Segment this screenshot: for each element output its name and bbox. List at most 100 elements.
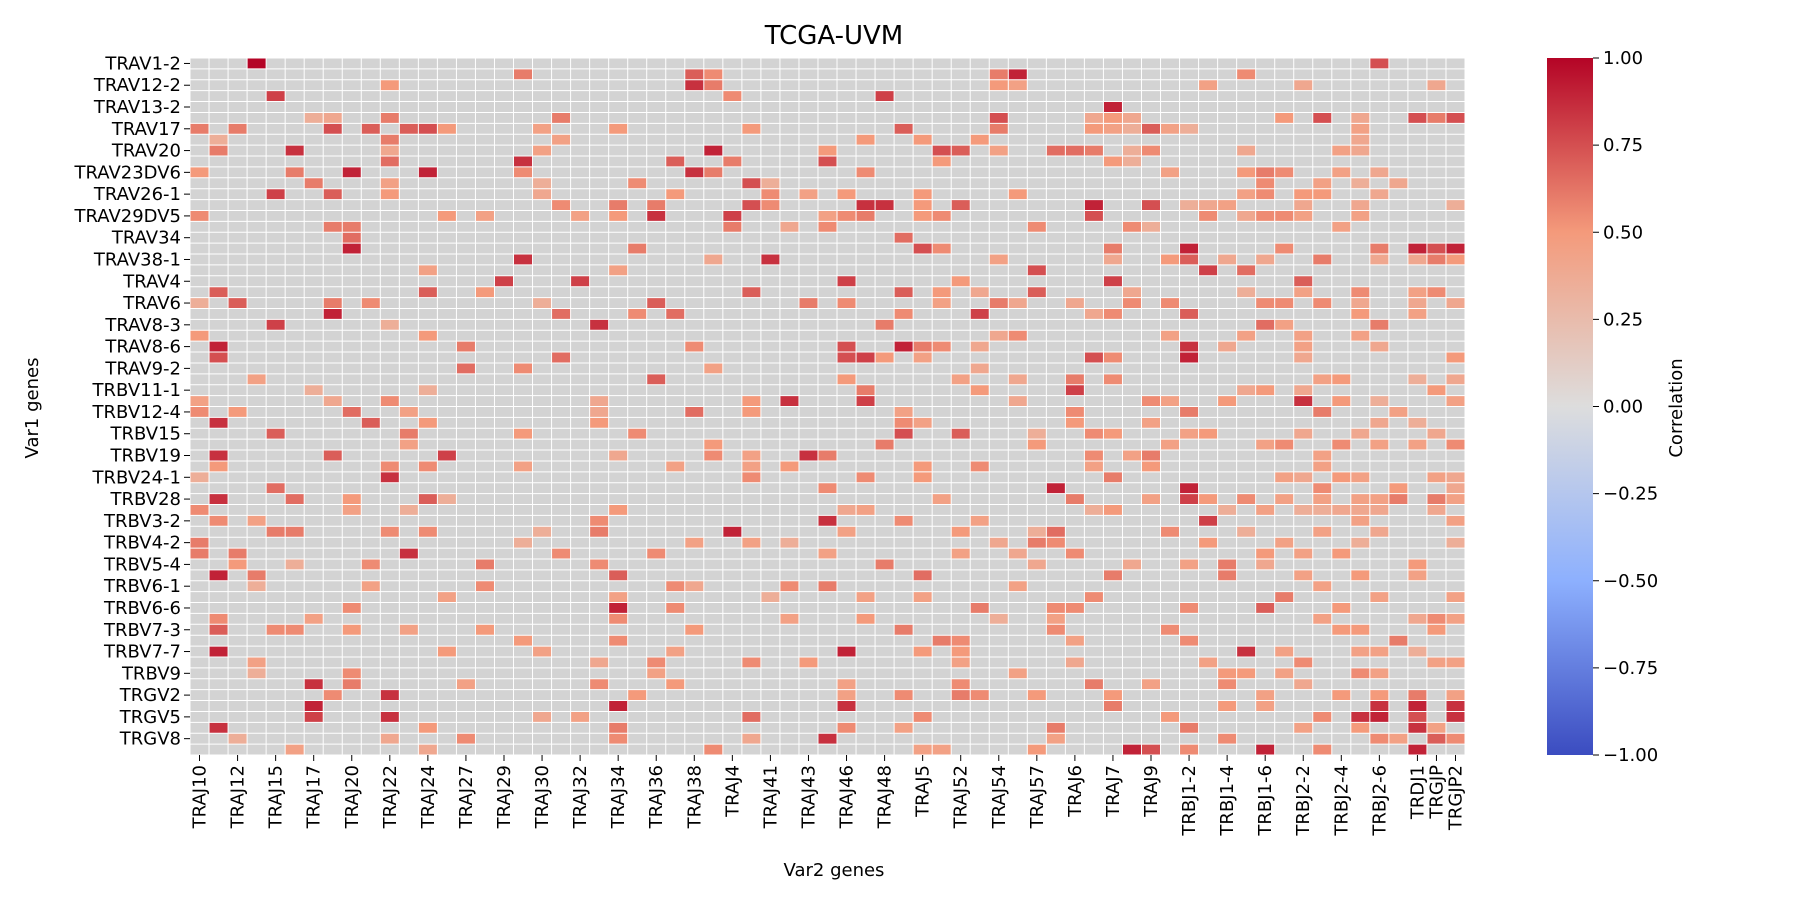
heatmap-cell xyxy=(228,297,248,309)
heatmap-cell xyxy=(703,439,723,451)
heatmap-cell xyxy=(951,145,971,157)
heatmap-cell xyxy=(342,667,362,679)
y-tick-label: TRGV8 xyxy=(119,729,181,750)
heatmap-cell xyxy=(722,90,742,102)
heatmap-cell xyxy=(1065,297,1085,309)
heatmap-cell xyxy=(247,515,267,527)
heatmap-cell xyxy=(646,199,666,211)
heatmap-cell xyxy=(1065,384,1085,396)
heatmap-cell xyxy=(1331,471,1351,483)
heatmap-cell xyxy=(913,417,933,429)
heatmap-cell xyxy=(190,406,210,418)
heatmap-cell xyxy=(323,112,343,124)
x-tick-label: TRBJ2-4 xyxy=(1331,765,1352,837)
heatmap-cell xyxy=(1426,613,1446,625)
heatmap-cell xyxy=(551,199,571,211)
heatmap-cell xyxy=(1350,123,1370,135)
heatmap-cell xyxy=(380,711,400,723)
heatmap-cell xyxy=(1293,330,1313,342)
heatmap-cell xyxy=(1103,254,1123,265)
heatmap-cell xyxy=(1350,471,1370,483)
heatmap-cell xyxy=(1331,548,1351,559)
y-tick-label: TRAV38-1 xyxy=(93,249,181,270)
heatmap-cell xyxy=(837,646,857,657)
heatmap-cell xyxy=(1388,635,1408,647)
heatmap-cell xyxy=(1046,145,1066,157)
heatmap-cell xyxy=(361,297,381,309)
heatmap-cell xyxy=(1293,79,1313,91)
heatmap-cell xyxy=(894,232,914,244)
heatmap-cell xyxy=(190,537,210,549)
heatmap-cell xyxy=(951,646,971,657)
x-tick-label: TRBJ1-4 xyxy=(1217,765,1238,837)
heatmap-cell xyxy=(1445,471,1465,483)
heatmap-cell xyxy=(532,526,552,538)
heatmap-cell xyxy=(1236,493,1256,505)
heatmap-cell xyxy=(1350,199,1370,211)
heatmap-cell xyxy=(932,156,952,167)
colorbar-tick-label: 0.75 xyxy=(1603,135,1643,156)
heatmap-cell xyxy=(913,188,933,200)
heatmap-cell xyxy=(304,112,324,124)
heatmap-cell xyxy=(1065,548,1085,559)
heatmap-cell xyxy=(380,319,400,331)
heatmap-cell xyxy=(380,177,400,189)
colorbar-gradient xyxy=(1547,58,1593,755)
heatmap-cell xyxy=(627,689,647,701)
heatmap-cell xyxy=(779,395,799,407)
y-tick-label: TRAV13-2 xyxy=(93,97,181,118)
heatmap-cell xyxy=(1445,395,1465,407)
heatmap-cell xyxy=(1122,297,1142,309)
heatmap-cell xyxy=(1084,210,1104,222)
heatmap-cell xyxy=(913,134,933,146)
heatmap-cell xyxy=(380,526,400,538)
heatmap-cell xyxy=(932,145,952,157)
heatmap-cell xyxy=(1388,493,1408,505)
heatmap-cell xyxy=(932,243,952,255)
heatmap-cell xyxy=(875,558,895,570)
heatmap-cell xyxy=(1255,744,1275,755)
heatmap-cell xyxy=(1141,395,1161,407)
heatmap-cell xyxy=(1274,243,1294,255)
heatmap-cell xyxy=(1350,537,1370,549)
x-tick-label: TRAJ15 xyxy=(266,765,287,829)
heatmap-cell xyxy=(1369,58,1389,69)
x-tick-label: TRAJ36 xyxy=(646,765,667,829)
heatmap-cell xyxy=(1255,700,1275,712)
heatmap-cell xyxy=(1008,667,1028,679)
heatmap-cell xyxy=(1407,646,1427,657)
heatmap-cell xyxy=(1331,624,1351,636)
heatmap-cell xyxy=(817,733,838,745)
heatmap-cell xyxy=(1160,297,1180,309)
heatmap-cell xyxy=(913,210,933,222)
y-tick-label: TRBV28 xyxy=(109,489,181,510)
heatmap-cell xyxy=(1293,722,1313,734)
y-axis-ticks: TRAV1-2TRAV12-2TRAV13-2TRAV17TRAV20TRAV2… xyxy=(74,53,190,750)
heatmap-cell xyxy=(1350,428,1370,440)
heatmap-cell xyxy=(342,624,362,636)
heatmap-cell xyxy=(627,428,647,440)
heatmap-cell xyxy=(209,286,229,298)
heatmap-cell xyxy=(532,145,552,157)
colorbar-tick-label: 0.25 xyxy=(1603,309,1643,330)
y-tick-label: TRAV17 xyxy=(111,119,181,140)
heatmap-cell xyxy=(646,667,666,679)
heatmap-cell xyxy=(418,460,438,472)
heatmap-cell xyxy=(837,504,857,516)
y-axis-label: Var1 genes xyxy=(22,358,43,459)
heatmap-cell xyxy=(304,700,324,712)
heatmap-cell xyxy=(989,123,1009,135)
heatmap-cell xyxy=(475,286,495,298)
heatmap-cell xyxy=(323,297,343,309)
heatmap-cell xyxy=(932,210,952,222)
heatmap-cell xyxy=(608,733,628,745)
heatmap-cell xyxy=(837,526,857,538)
heatmap-cell xyxy=(323,689,343,701)
heatmap-cell xyxy=(1445,297,1465,309)
heatmap-cell xyxy=(266,90,286,102)
chart-title: TCGA-UVM xyxy=(764,21,904,51)
x-tick-label: TRAJ9 xyxy=(1141,765,1162,818)
heatmap-cell xyxy=(1369,689,1389,701)
heatmap-cell xyxy=(932,744,952,755)
x-tick-label: TRAJ52 xyxy=(951,765,972,829)
